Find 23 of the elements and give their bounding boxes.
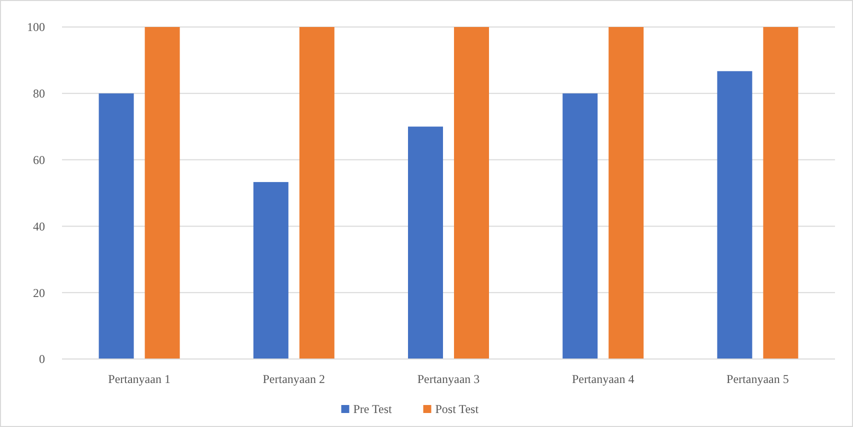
bar — [299, 27, 334, 359]
y-tick-label: 60 — [33, 153, 45, 167]
bar — [408, 126, 443, 359]
y-tick-label: 0 — [39, 352, 45, 366]
y-tick-label: 100 — [27, 20, 45, 34]
bar — [454, 27, 489, 359]
bar — [608, 27, 644, 359]
bar — [253, 182, 288, 359]
x-tick-label: Pertanyaan 2 — [262, 372, 326, 386]
bar — [717, 71, 752, 359]
bar — [763, 27, 798, 359]
legend-label: Pre Test — [353, 402, 393, 416]
x-tick-label: Pertanyaan 3 — [417, 372, 480, 386]
y-tick-label: 20 — [33, 286, 45, 300]
x-tick-label: Pertanyaan 1 — [108, 372, 170, 386]
x-tick-label: Pertanyaan 4 — [572, 372, 634, 386]
bar — [562, 93, 598, 359]
bar — [98, 93, 134, 359]
legend-label: Post Test — [435, 402, 480, 416]
bar — [144, 27, 180, 359]
x-tick-label: Pertanyaan 5 — [726, 372, 789, 386]
y-tick-label: 80 — [33, 86, 45, 101]
y-tick-label: 40 — [33, 219, 45, 234]
